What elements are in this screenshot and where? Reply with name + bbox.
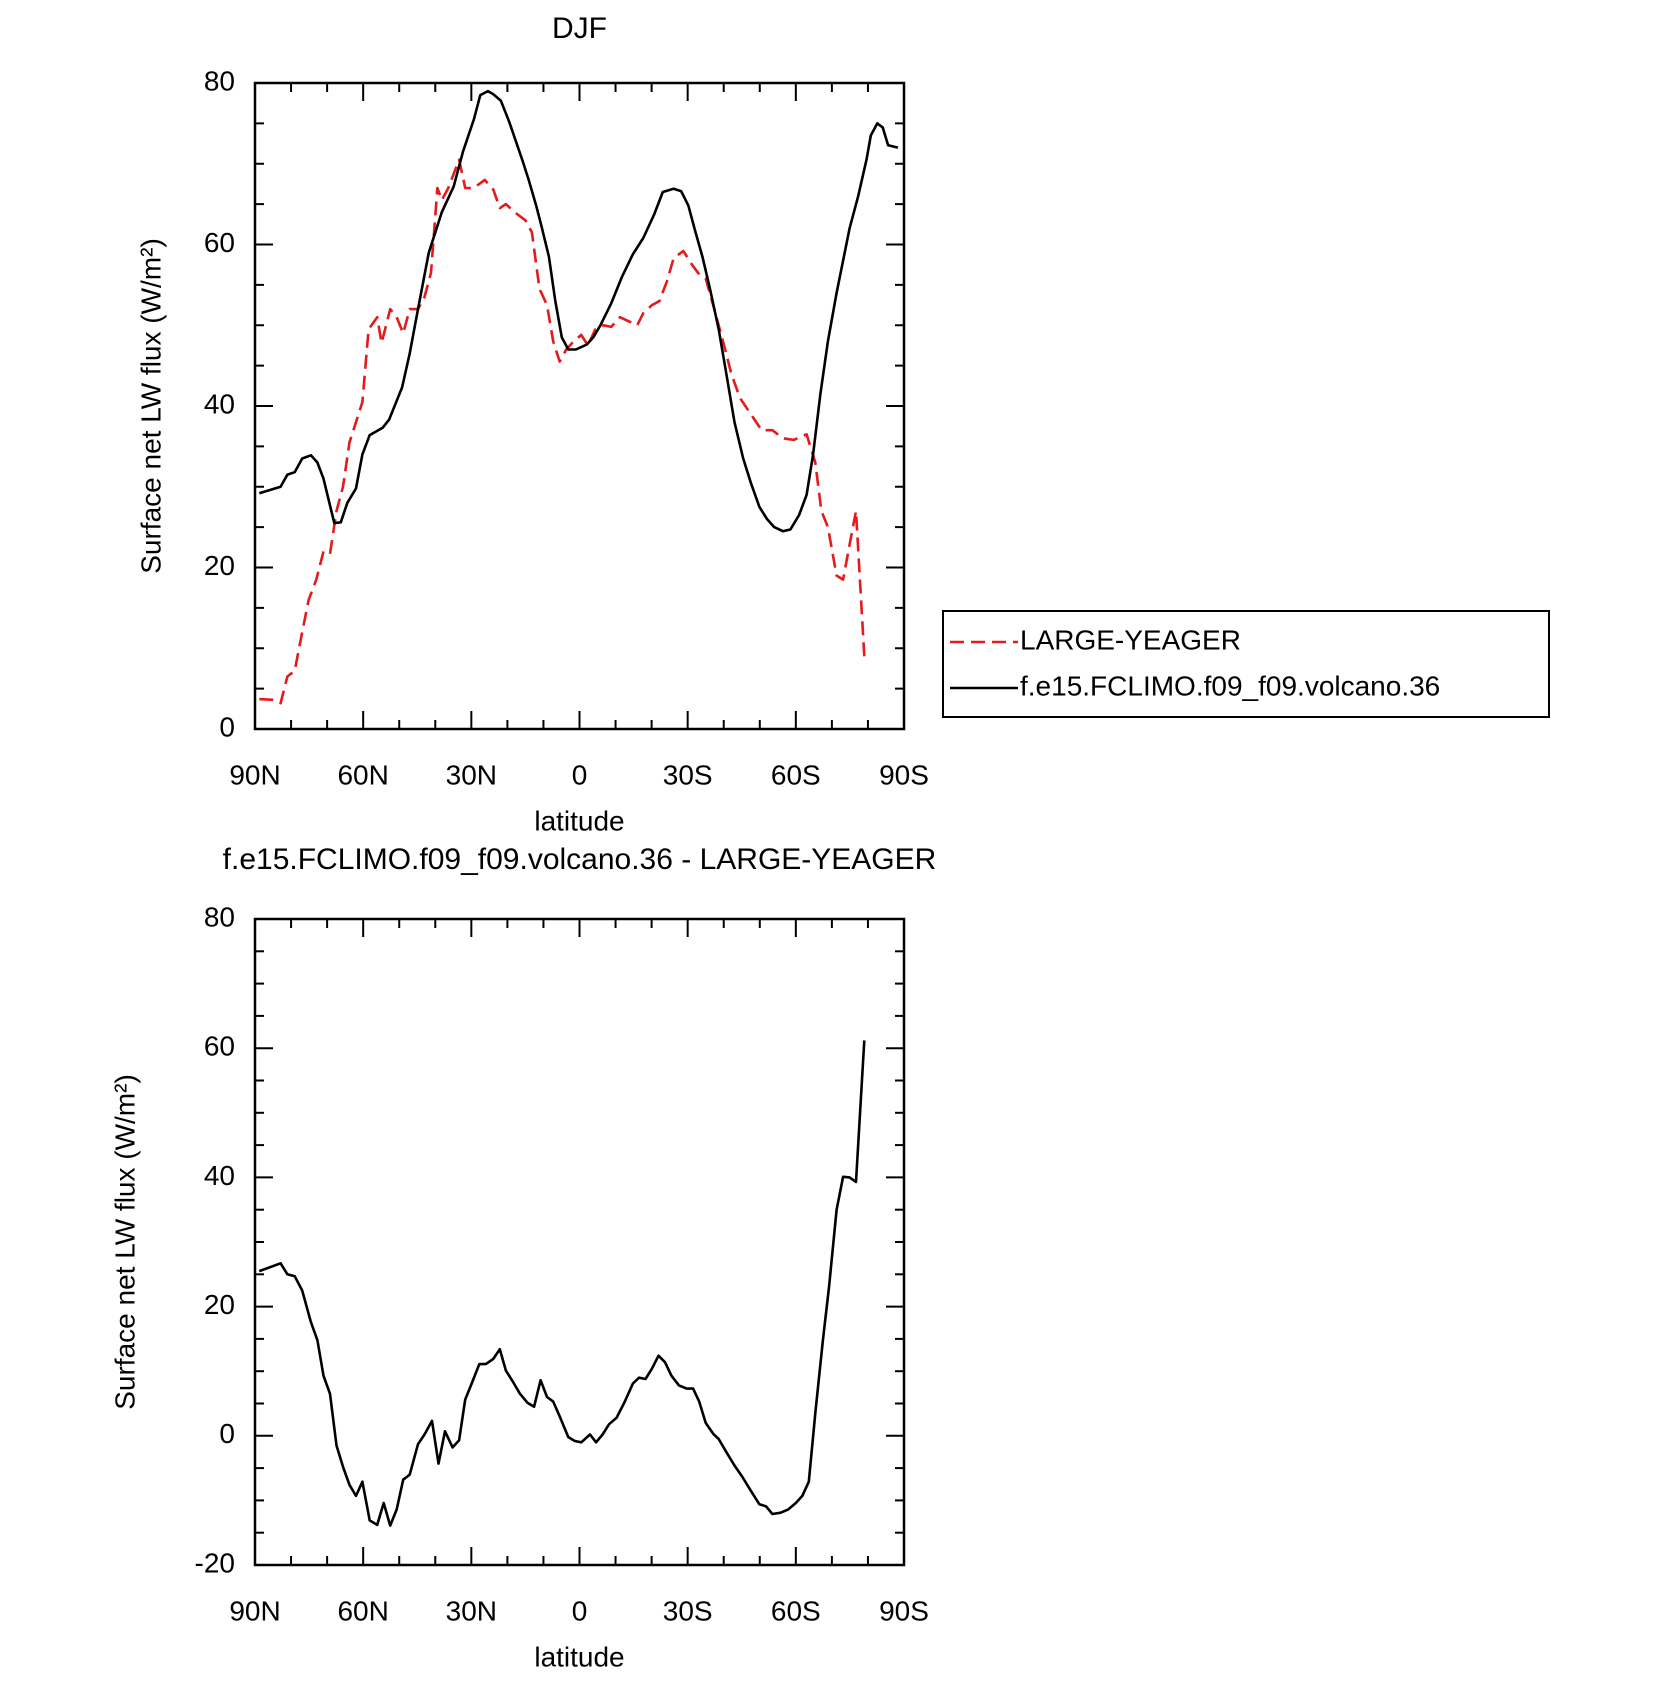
data-line (259, 158, 866, 705)
y-tick-label: 20 (204, 1289, 235, 1320)
y-tick-label: 40 (204, 388, 235, 419)
legend-label: LARGE-YEAGER (1020, 624, 1241, 655)
y-tick-label: 0 (219, 711, 235, 742)
x-tick-label: 60S (771, 759, 821, 790)
x-tick-label: 90N (229, 1595, 280, 1626)
chart-title: f.e15.FCLIMO.f09_f09.volcano.36 - LARGE-… (223, 843, 937, 876)
y-tick-label: -20 (195, 1547, 235, 1578)
x-tick-label: 30S (663, 1595, 713, 1626)
x-tick-label: 0 (572, 759, 588, 790)
data-line (258, 1040, 866, 1527)
y-tick-label: 60 (204, 227, 235, 258)
x-tick-label: 60N (337, 1595, 388, 1626)
y-axis-label: Surface net LW flux (W/m²) (135, 238, 166, 574)
y-tick-label: 0 (219, 1418, 235, 1449)
plot-frame (253, 81, 906, 731)
x-tick-label: 30N (446, 759, 497, 790)
y-tick-label: 20 (204, 550, 235, 581)
data-line (258, 89, 899, 533)
chart-title: DJF (552, 12, 607, 45)
y-tick-label: 40 (204, 1160, 235, 1191)
x-tick-label: 90S (879, 1595, 929, 1626)
y-tick-label: 80 (204, 65, 235, 96)
legend-box (942, 610, 1550, 718)
y-axis-label: Surface net LW flux (W/m²) (109, 1074, 140, 1410)
y-tick-label: 60 (204, 1031, 235, 1062)
x-tick-label: 0 (572, 1595, 588, 1626)
plot-frame (253, 917, 906, 1567)
x-tick-label: 60N (337, 759, 388, 790)
x-tick-label: 90N (229, 759, 280, 790)
x-tick-label: 90S (879, 759, 929, 790)
x-axis-label: latitude (534, 805, 624, 836)
x-tick-label: 30S (663, 759, 713, 790)
y-tick-label: 80 (204, 901, 235, 932)
x-axis-label: latitude (534, 1641, 624, 1672)
legend-label: f.e15.FCLIMO.f09_f09.volcano.36 (1020, 670, 1440, 701)
x-tick-label: 60S (771, 1595, 821, 1626)
x-tick-label: 30N (446, 1595, 497, 1626)
